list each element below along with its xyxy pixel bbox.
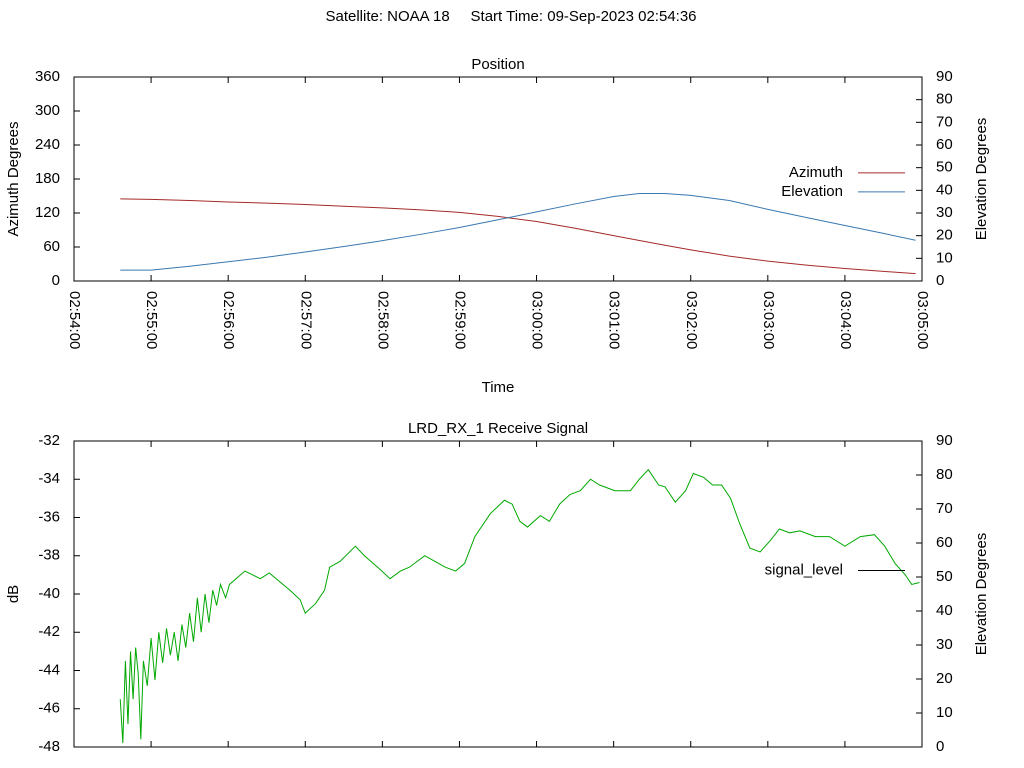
chart-title: LRD_RX_1 Receive Signal [408,420,588,437]
y2-tick-label: 90 [936,432,953,449]
y-tick-label: 300 [35,102,60,119]
y2-tick-label: 10 [936,704,953,721]
x-tick-label: 02:56:00 [220,291,237,349]
x-tick-label: 03:01:00 [606,291,623,349]
y-tick-label: 0 [52,272,60,289]
y2-tick-label: 60 [936,136,953,153]
y-tick-label: 180 [35,170,60,187]
x-tick-label: 03:03:00 [760,291,777,349]
y2-tick-label: 20 [936,227,953,244]
series-line [119,468,920,744]
chart-title: Position [471,56,524,73]
y2-tick-label: 10 [936,249,953,266]
y2-axis-label: Elevation Degrees [973,118,990,241]
y2-tick-label: 60 [936,534,953,551]
y2-tick-label: 50 [936,159,953,176]
y-tick-label: -44 [38,661,60,678]
x-tick-label: 02:59:00 [451,291,468,349]
legend-label: Azimuth [789,164,843,181]
y2-tick-label: 0 [936,738,944,755]
x-tick-label: 03:02:00 [683,291,700,349]
y2-tick-label: 70 [936,113,953,130]
x-tick-label: 02:55:00 [143,291,160,349]
y-tick-label: 60 [43,238,60,255]
y-tick-label: -46 [38,700,60,717]
y2-tick-label: 30 [936,204,953,221]
y-tick-label: -48 [38,738,60,755]
x-tick-label: 03:00:00 [529,291,546,349]
y-tick-label: -38 [38,547,60,564]
x-tick-label: 03:04:00 [837,291,854,349]
x-axis-label: Time [482,379,515,396]
y-tick-label: -32 [38,432,60,449]
y-tick-label: 120 [35,204,60,221]
y2-tick-label: 40 [936,181,953,198]
x-tick-label: 02:57:00 [297,291,314,349]
y2-tick-label: 0 [936,272,944,289]
y2-tick-label: 80 [936,466,953,483]
y-tick-label: 240 [35,136,60,153]
x-tick-label: 03:05:00 [914,291,931,349]
y-axis-label: dB [5,585,22,603]
y2-tick-label: 70 [936,500,953,517]
y2-tick-label: 80 [936,91,953,108]
y-tick-label: -34 [38,470,60,487]
series-line [120,198,916,275]
y2-axis-label: Elevation Degrees [973,533,990,656]
series-line [120,193,916,271]
y-tick-label: -42 [38,623,60,640]
x-tick-label: 02:58:00 [374,291,391,349]
y2-tick-label: 90 [936,68,953,85]
page-title: Satellite: NOAA 18 Start Time: 09-Sep-20… [325,8,696,25]
y2-tick-label: 20 [936,670,953,687]
y-tick-label: 360 [35,68,60,85]
x-tick-label: 02:54:00 [66,291,83,349]
y2-tick-label: 50 [936,568,953,585]
y2-tick-label: 30 [936,636,953,653]
y-tick-label: -40 [38,585,60,602]
plot-frame [73,440,923,748]
y-axis-label: Azimuth Degrees [5,121,22,236]
y2-tick-label: 40 [936,602,953,619]
y-tick-label: -36 [38,508,60,525]
legend-label: Elevation [781,183,843,200]
legend-label: signal_level [765,561,843,578]
